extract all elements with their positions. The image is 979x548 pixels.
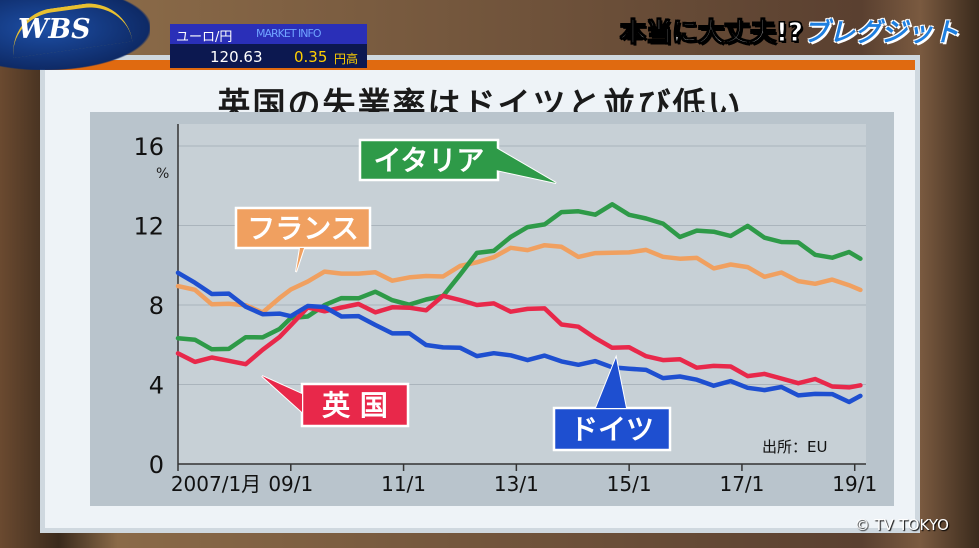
callout-box-italy: [358, 138, 500, 182]
currency-ticker: ユーロ/円 MARKET INFO 120.63 0.35 円高: [170, 24, 367, 68]
series-line-uk: [175, 293, 863, 390]
x-tick-label: 09/1: [268, 472, 313, 496]
callout-box-germany: [552, 406, 672, 452]
callout-label-uk: 英 国: [322, 389, 388, 422]
callout-pointer-fill-italy: [496, 148, 556, 183]
ticker-change-unit: 円高: [334, 52, 359, 66]
ticker-label: ユーロ/円: [176, 30, 233, 45]
callout-pointer-fill-france: [296, 248, 304, 272]
logo-text: WBS: [18, 14, 91, 45]
callout-box-france: [234, 206, 372, 250]
callout-label-germany: ドイツ: [570, 413, 654, 446]
callout-label-france: フランス: [247, 212, 358, 245]
y-tick-label: 8: [149, 292, 164, 320]
y-tick-label: 4: [149, 372, 164, 400]
series-line-germany: [175, 270, 863, 405]
callout-label-italy: イタリア: [374, 144, 485, 177]
x-tick-label: 15/1: [607, 472, 652, 496]
y-tick-label: 12: [133, 213, 164, 241]
wbs-logo: WBS: [0, 0, 150, 70]
ticker-header: [170, 24, 367, 44]
y-tick-label: 16: [133, 133, 164, 161]
y-tick-label: 0: [149, 451, 164, 479]
callout-pointer-fill-uk: [262, 376, 302, 412]
series-line-france: [175, 242, 863, 315]
ticker-rate: 120.63: [210, 48, 263, 66]
axes: 0 4 8 12 16 2007/1月 09/1 11/1 13/1 15/1 17/1 19/1: [133, 124, 877, 496]
ticker-scroll-text: MARKET INFO: [256, 27, 321, 40]
source-note: 出所：EU: [762, 438, 827, 456]
x-tick-label: 2007/1月: [171, 472, 261, 496]
copyright: © TV TOKYO: [854, 516, 949, 534]
plot-area: [178, 124, 866, 464]
callout-box-uk: [300, 382, 410, 428]
x-tick-label: 19/1: [832, 472, 877, 496]
x-tick-label: 17/1: [719, 472, 764, 496]
x-tick-label: 13/1: [494, 472, 539, 496]
corner-title-main: 本当に大丈夫!?: [620, 18, 804, 49]
series-line-italy: [175, 202, 863, 352]
ticker-change: 0.35: [294, 48, 328, 66]
corner-title-accent: ブレグジット: [802, 18, 959, 48]
board-accent-stripe: [45, 60, 915, 70]
x-tick-label: 11/1: [381, 472, 426, 496]
corner-title: 本当に大丈夫!?ブレグジット: [620, 12, 959, 49]
series-layer: [175, 202, 863, 405]
y-axis-unit: %: [156, 166, 169, 182]
callout-pointer-fill-germany: [596, 358, 626, 408]
